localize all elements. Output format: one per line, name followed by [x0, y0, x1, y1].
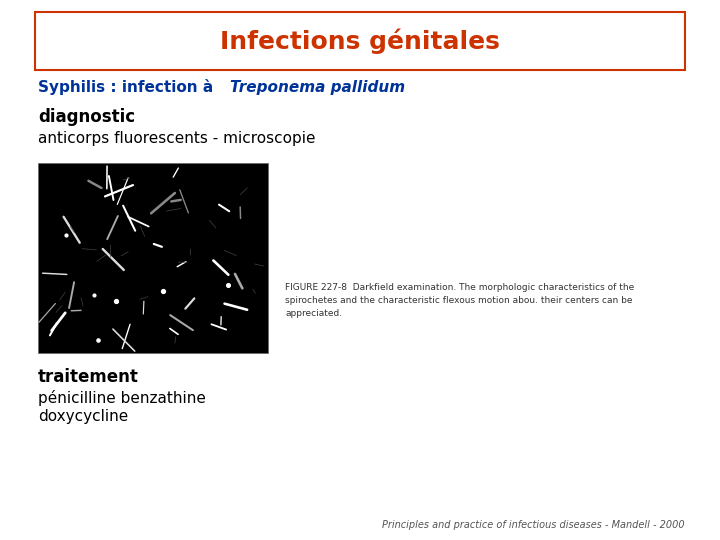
- Text: Syphilis : infection à: Syphilis : infection à: [38, 79, 218, 95]
- Text: anticorps fluorescents - microscopie: anticorps fluorescents - microscopie: [38, 131, 315, 146]
- Text: Infections génitales: Infections génitales: [220, 28, 500, 54]
- Text: pénicilline benzathine: pénicilline benzathine: [38, 390, 206, 406]
- Text: Principles and practice of infectious diseases - Mandell - 2000: Principles and practice of infectious di…: [382, 520, 685, 530]
- Text: doxycycline: doxycycline: [38, 409, 128, 424]
- FancyBboxPatch shape: [35, 12, 685, 70]
- Text: traitement: traitement: [38, 368, 139, 386]
- Text: Treponema pallidum: Treponema pallidum: [230, 80, 405, 95]
- Text: diagnostic: diagnostic: [38, 108, 135, 126]
- Text: appreciated.: appreciated.: [285, 309, 342, 318]
- FancyBboxPatch shape: [38, 163, 268, 353]
- Text: spirochetes and the characteristic flexous motion abou. their centers can be: spirochetes and the characteristic flexo…: [285, 296, 632, 305]
- Text: FIGURE 227-8  Darkfield examination. The morphologic characteristics of the: FIGURE 227-8 Darkfield examination. The …: [285, 283, 634, 292]
